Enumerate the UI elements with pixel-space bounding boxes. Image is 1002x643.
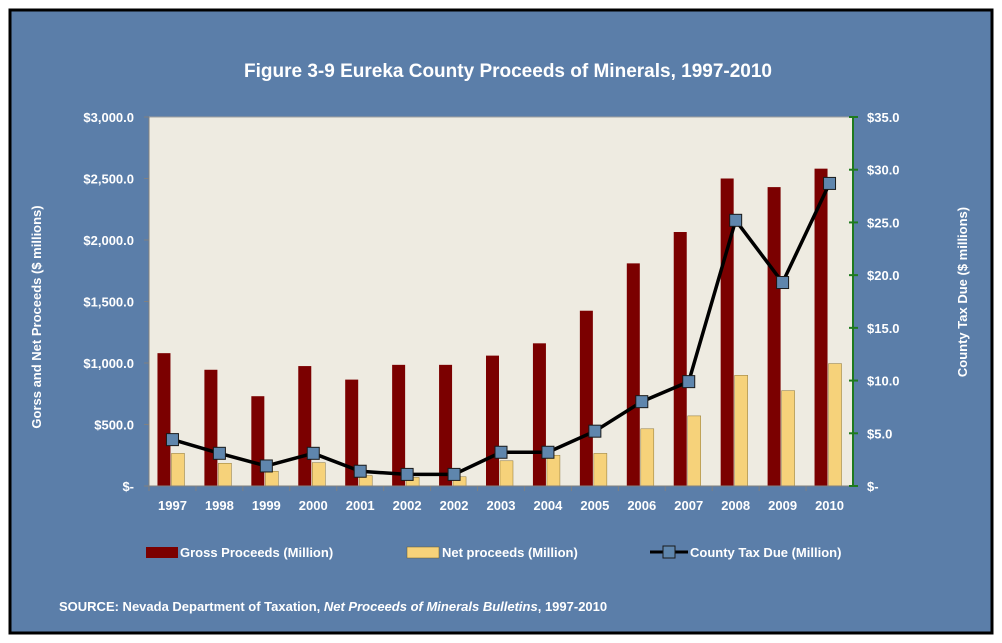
- legend-swatch-gross: [146, 547, 178, 558]
- net-bar-2008: [734, 375, 748, 487]
- net-bar-2010: [828, 363, 842, 487]
- tax-marker-2007: [682, 375, 696, 389]
- tax-line-group: [165, 176, 837, 481]
- gross-bar-2002: [439, 364, 453, 486]
- x-tick-label-2009: 2009: [768, 498, 797, 513]
- x-tick-label-2000: 2000: [299, 498, 328, 513]
- x-tick-label-2002: 2002: [440, 498, 469, 513]
- source-note: SOURCE: Nevada Department of Taxation, N…: [59, 599, 607, 614]
- gross-bar-2010: [814, 168, 828, 486]
- net-bar-2005: [593, 453, 608, 487]
- tax-marker-1999: [259, 459, 273, 473]
- gross-bar-1999: [251, 396, 265, 486]
- legend-swatch-net: [406, 546, 440, 559]
- right-axis-title: County Tax Due ($ millions): [955, 207, 970, 377]
- net-bar-2003: [499, 460, 514, 487]
- gross-bar-2007: [673, 232, 687, 486]
- legend: Gross Proceeds (Million) Net proceeds (M…: [146, 545, 841, 560]
- source-italic: Net Proceeds of Minerals Bulletins: [324, 599, 538, 614]
- tax-marker-2010: [823, 176, 837, 190]
- right-axis-ticks: $- $5.0 $10.0 $15.0 $20.0 $25.0 $30.0 $35.0: [849, 110, 900, 494]
- x-tick-label-2010: 2010: [815, 498, 844, 513]
- tax-marker-2005: [588, 424, 602, 438]
- source-suffix: , 1997-2010: [538, 599, 607, 614]
- x-axis-ticks: 1997 1998 1999 2000 2001 2002 2002 2003 2004 2005…: [148, 486, 844, 513]
- gross-bar-1997: [157, 353, 171, 486]
- x-tick-label-2007: 2007: [674, 498, 703, 513]
- x-tick-label-2004: 2004: [533, 498, 563, 513]
- net-bar-1997: [171, 453, 185, 487]
- net-bar-2006: [640, 428, 655, 487]
- right-tick-label: $-: [867, 479, 879, 494]
- tax-marker-2002: [400, 467, 414, 481]
- left-tick-label: $2,000.0: [83, 233, 134, 248]
- net-bar-1999: [265, 470, 279, 487]
- left-axis-ticks: $- $500.0 $1,000.0 $1,500.0 $2,000.0 $2,500.0…: [83, 110, 149, 494]
- gross-bar-1998: [204, 369, 218, 486]
- gross-bar-2003: [486, 355, 499, 486]
- x-tick-label-2002: 2002: [393, 498, 422, 513]
- x-tick-label-1997: 1997: [158, 498, 187, 513]
- left-tick-label: $500.0: [94, 418, 134, 433]
- tax-marker-2001: [353, 464, 367, 478]
- gross-bar-2002: [392, 364, 406, 486]
- left-tick-label: $3,000.0: [83, 110, 134, 125]
- right-tick-label: $35.0: [867, 110, 900, 125]
- gross-bar-2001: [345, 379, 359, 486]
- x-tick-label-2005: 2005: [580, 498, 609, 513]
- net-bar-2009: [781, 390, 795, 487]
- x-tick-label-2006: 2006: [627, 498, 656, 513]
- net-bar-2000: [312, 462, 326, 487]
- source-prefix: SOURCE: Nevada Department of Taxation,: [59, 599, 324, 614]
- gross-bar-2004: [532, 343, 546, 486]
- legend-label-gross: Gross Proceeds (Million): [180, 545, 333, 560]
- right-tick-label: $15.0: [867, 321, 900, 336]
- left-axis-title: Gorss and Net Proceeds ($ millions): [29, 205, 44, 428]
- tax-marker-2008: [729, 213, 743, 227]
- left-tick-label: $1,500.0: [83, 295, 134, 310]
- left-tick-label: $-: [122, 479, 134, 494]
- right-tick-label: $5.0: [867, 426, 892, 441]
- gross-bar-2005: [579, 310, 593, 486]
- x-tick-label-2003: 2003: [487, 498, 516, 513]
- tax-marker-1998: [212, 446, 226, 460]
- tax-marker-2004: [541, 445, 555, 459]
- x-tick-label-1998: 1998: [205, 498, 234, 513]
- x-tick-label-2001: 2001: [346, 498, 375, 513]
- gross-bar-2006: [626, 263, 640, 486]
- net-bar-1998: [218, 462, 232, 487]
- right-tick-label: $25.0: [867, 215, 900, 230]
- tax-marker-1997: [165, 433, 179, 447]
- right-tick-label: $30.0: [867, 163, 900, 178]
- legend-label-tax: County Tax Due (Million): [690, 545, 841, 560]
- legend-label-net: Net proceeds (Million): [442, 545, 578, 560]
- right-tick-label: $20.0: [867, 268, 900, 283]
- x-tick-label-1999: 1999: [252, 498, 281, 513]
- gross-bar-2009: [767, 187, 781, 487]
- gross-bar-2000: [298, 366, 312, 486]
- x-tick-label-2008: 2008: [721, 498, 750, 513]
- left-tick-label: $1,000.0: [83, 356, 134, 371]
- tax-marker-2002: [447, 467, 461, 481]
- tax-marker-2003: [494, 445, 508, 459]
- legend-marker-tax: [662, 545, 676, 559]
- net-bar-2004: [546, 455, 561, 487]
- tax-marker-2009: [776, 276, 790, 290]
- chart-title: Figure 3-9 Eureka County Proceeds of Min…: [244, 61, 772, 82]
- tax-marker-2000: [306, 446, 320, 460]
- tax-marker-2006: [635, 395, 649, 409]
- left-tick-label: $2,500.0: [83, 172, 134, 187]
- net-bar-2007: [687, 415, 701, 487]
- right-tick-label: $10.0: [867, 374, 900, 389]
